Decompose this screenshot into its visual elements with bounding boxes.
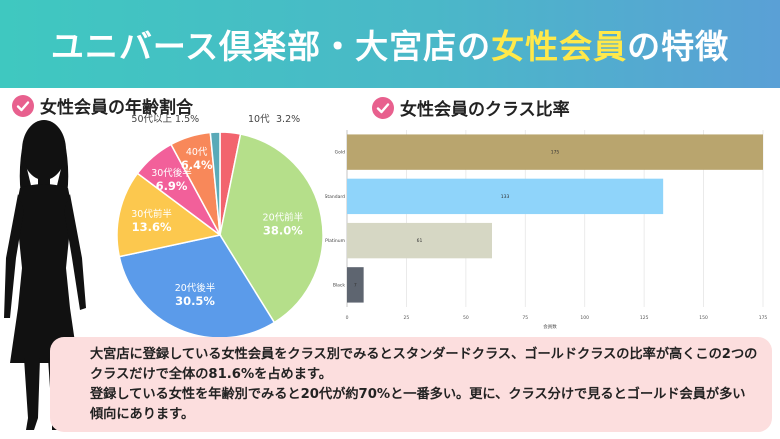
bar-value-label: 133 (501, 194, 510, 200)
pie-value-label: 1.5% (175, 114, 199, 125)
x-tick-label: 100 (580, 315, 589, 321)
pie-value-label: 38.0% (263, 224, 303, 238)
x-tick-label: 75 (522, 315, 528, 321)
x-tick-label: 125 (640, 315, 649, 321)
x-tick-label: 150 (699, 315, 708, 321)
pie-value-label: 13.6% (132, 220, 172, 234)
bar-gold (347, 134, 763, 170)
age-section-label: 女性会員の年齢割合 (40, 98, 193, 118)
category-label: Black (333, 282, 346, 288)
pie-slice-label: 20代前半 (263, 212, 304, 224)
x-tick-label: 175 (759, 315, 768, 321)
category-label: Standard (325, 194, 345, 200)
class-section-label: 女性会員のクラス比率 (400, 100, 570, 120)
summary-box: 大宮店に登録している女性会員をクラス別でみるとスタンダードクラス、ゴールドクラス… (50, 337, 772, 432)
pie-slice-label: 20代後半 (175, 282, 216, 294)
bar-value-label: 7 (354, 282, 357, 288)
title-text: ユニバース倶楽部・大宮店の (50, 27, 492, 66)
pie-slice (116, 172, 222, 258)
class-bar-chart: 0 25 50 75 100 125 150 175 会員数 Gold 175 Standard 133… (325, 130, 768, 330)
bar-value-label: 175 (551, 150, 560, 156)
pie-slice (118, 234, 276, 339)
x-tick-label: 50 (463, 315, 469, 321)
title-highlight: 女性会員 (491, 27, 628, 66)
category-label: Platinum (325, 238, 345, 244)
pie-slice-label: 30代前半 (131, 208, 172, 220)
title-suffix: の特徴 (627, 27, 730, 66)
check-icon (12, 94, 34, 117)
bar-platinum (347, 222, 493, 259)
pie-slice-label: 50代以上 (131, 114, 172, 125)
check-icon (372, 96, 394, 119)
bar-standard (347, 178, 664, 215)
x-axis-label: 会員数 (543, 323, 557, 330)
pie-value-label: 6.9% (156, 179, 188, 193)
x-tick-label: 25 (404, 315, 410, 321)
pie-slice (209, 131, 221, 236)
pie-slice-label: 40代 (186, 147, 208, 158)
category-label: Gold (335, 150, 345, 156)
summary-line-2: 登録している女性を年齢別でみると20代が約70%と一番多い。更に、クラス分けで見… (90, 387, 746, 422)
x-tick-label: 0 (346, 315, 349, 321)
pie-value-label: 3.2% (276, 114, 300, 125)
pie-value-label: 6.4% (181, 158, 213, 172)
age-section-title: 女性会員の年齢割合 (12, 93, 193, 118)
header-banner: ユニバース倶楽部・大宮店の女性会員の特徴 (0, 0, 780, 88)
pie-value-label: 30.5% (175, 294, 215, 308)
pie-slice-label: 30代後半 (151, 167, 192, 179)
class-section-title: 女性会員のクラス比率 (372, 95, 570, 120)
bar-value-label: 61 (417, 238, 423, 244)
summary-line-1: 大宮店に登録している女性会員をクラス別でみるとスタンダードクラス、ゴールドクラス… (90, 347, 758, 382)
bar-black (347, 267, 364, 303)
page-title: ユニバース倶楽部・大宮店の女性会員の特徴 (51, 20, 729, 68)
pie-slice-label: 10代 (248, 114, 270, 125)
woman-silhouette-icon (4, 120, 86, 430)
